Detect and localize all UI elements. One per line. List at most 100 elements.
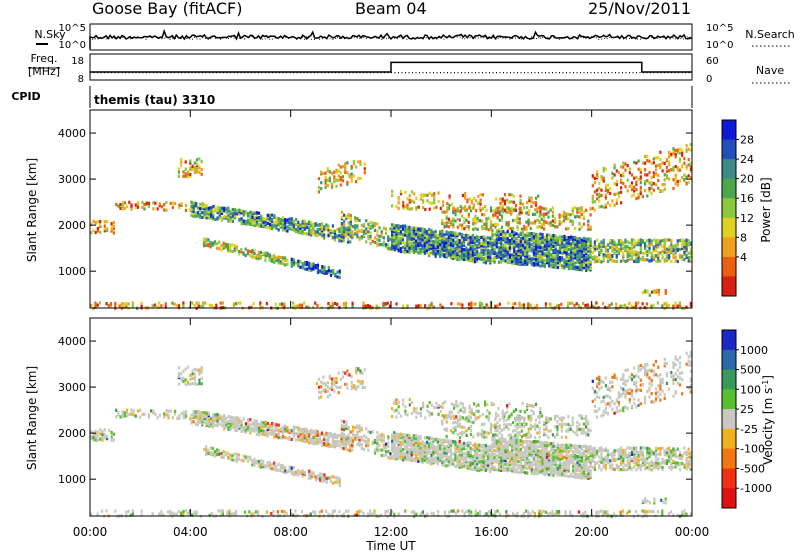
heatmap-cell	[189, 382, 192, 386]
heatmap-cell	[130, 412, 133, 416]
heatmap-cell	[678, 238, 682, 243]
heatmap-cell	[526, 252, 529, 256]
heatmap-cell	[493, 249, 496, 253]
heatmap-cell	[646, 244, 649, 248]
heatmap-cell	[580, 243, 583, 247]
heatmap-cell	[262, 429, 265, 433]
heatmap-cell	[367, 234, 370, 239]
heatmap-cell	[343, 441, 346, 445]
heatmap-cell	[421, 230, 424, 234]
heatmap-cell	[480, 254, 483, 258]
heatmap-cell	[622, 259, 625, 263]
heatmap-cell	[189, 159, 192, 163]
heatmap-cell	[189, 417, 192, 421]
heatmap-cell	[506, 440, 509, 444]
heatmap-cell	[489, 221, 493, 225]
heatmap-cell	[177, 167, 180, 171]
heatmap-cell	[340, 210, 343, 214]
heatmap-cell	[234, 418, 237, 423]
heatmap-cell	[333, 432, 337, 437]
heatmap-cell	[561, 238, 564, 243]
heatmap-cell	[391, 449, 394, 453]
heatmap-cell	[94, 230, 97, 235]
heatmap-cell	[359, 371, 362, 375]
heatmap-cell	[432, 460, 435, 464]
heatmap-cell	[508, 246, 511, 250]
heatmap-cell	[487, 459, 490, 463]
heatmap-cell	[259, 465, 263, 469]
heatmap-cell	[393, 248, 396, 252]
heatmap-cell	[355, 387, 358, 391]
heatmap-cell	[534, 196, 538, 200]
heatmap-cell	[515, 449, 518, 453]
heatmap-cell	[670, 243, 673, 247]
heatmap-cell	[205, 421, 208, 426]
heatmap-cell	[235, 455, 238, 459]
heatmap-cell	[458, 254, 461, 258]
heatmap-cell	[598, 257, 601, 261]
heatmap-cell	[477, 201, 480, 205]
heatmap-cell	[511, 450, 514, 454]
heatmap-cell	[393, 241, 396, 245]
heatmap-cell	[464, 205, 467, 209]
heatmap-cell	[290, 227, 293, 231]
heatmap-cell	[572, 254, 575, 258]
heatmap-cell	[363, 167, 366, 171]
heatmap-cell	[331, 235, 334, 239]
heatmap-cell	[670, 249, 673, 253]
heatmap-cell	[262, 421, 265, 425]
heatmap-cell	[391, 454, 394, 458]
heatmap-cell	[456, 238, 459, 242]
heatmap-cell	[480, 453, 483, 457]
heatmap-cell	[580, 253, 583, 257]
heatmap-cell	[463, 243, 466, 247]
heatmap-cell	[648, 251, 651, 255]
heatmap-cell	[249, 426, 252, 430]
heatmap-cell	[624, 259, 627, 263]
heatmap-cell	[219, 301, 222, 305]
heatmap-cell	[537, 245, 540, 249]
heatmap-cell	[635, 252, 638, 257]
heatmap-cell	[443, 248, 446, 252]
heatmap-cell	[476, 237, 479, 241]
heatmap-cell	[502, 243, 505, 247]
heatmap-cell	[207, 209, 210, 214]
heatmap-cell	[253, 460, 256, 464]
heatmap-cell	[198, 166, 201, 170]
heatmap-cell	[569, 260, 573, 264]
power-heatmap-cells	[90, 143, 692, 310]
heatmap-cell	[333, 301, 337, 306]
heatmap-cell	[620, 248, 623, 253]
heatmap-cell	[189, 208, 192, 212]
heatmap-cell	[552, 240, 555, 244]
heatmap-cell	[635, 161, 638, 165]
heatmap-cell	[685, 249, 688, 253]
heatmap-cell	[580, 244, 583, 248]
heatmap-cell	[329, 304, 332, 308]
heatmap-cell	[465, 442, 468, 446]
heatmap-cell	[399, 224, 402, 229]
heatmap-cell	[585, 247, 588, 251]
nsky-series-line	[89, 28, 693, 49]
heatmap-cell	[266, 425, 269, 430]
heatmap-cell	[587, 247, 590, 251]
heatmap-cell	[401, 232, 405, 236]
heatmap-cell	[508, 442, 511, 447]
heatmap-cell	[158, 301, 161, 305]
heatmap-cell	[561, 251, 564, 255]
heatmap-cell	[404, 205, 407, 209]
heatmap-cell	[222, 244, 225, 248]
heatmap-cell	[180, 157, 183, 161]
heatmap-cell	[585, 260, 588, 264]
heatmap-cell	[460, 254, 463, 258]
heatmap-cell	[262, 432, 265, 436]
heatmap-cell	[523, 225, 526, 229]
heatmap-cell	[218, 448, 221, 452]
heatmap-cell	[652, 254, 655, 258]
heatmap-cell	[249, 254, 252, 258]
heatmap-cell	[536, 218, 539, 222]
heatmap-cell	[155, 305, 159, 309]
heatmap-cell	[244, 212, 248, 216]
heatmap-cell	[606, 253, 610, 257]
heatmap-cell	[389, 452, 392, 456]
